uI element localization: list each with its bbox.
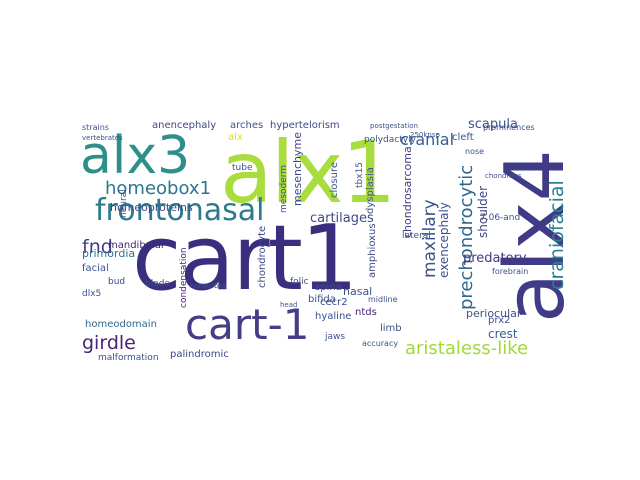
word: alx3 (80, 126, 191, 186)
word: cleft (452, 132, 474, 143)
word: jaws (325, 332, 346, 342)
word: aristaless-like (405, 338, 529, 359)
word: lateral (402, 231, 431, 241)
word: palindromic (170, 349, 229, 360)
word: spina (315, 282, 342, 293)
word: hyaline (315, 311, 352, 322)
word: shoulder (476, 185, 490, 238)
word: chondrocyte (257, 225, 268, 288)
word: cart-1 (185, 300, 310, 349)
word: malformation (98, 353, 159, 363)
word: condensation (179, 247, 189, 308)
word: amphioxus (367, 223, 378, 278)
word: arches (230, 120, 264, 131)
word: craniofacial (546, 180, 565, 290)
word: homeobox1 (105, 178, 212, 199)
word: cart1 (132, 206, 358, 311)
word: scapula (468, 118, 518, 132)
word: nasal (343, 285, 373, 298)
word: 7.06-and (480, 213, 521, 223)
word: tbx15 (355, 161, 365, 188)
word: crest (488, 327, 518, 341)
word: strains (82, 123, 109, 132)
word: mesoderm (279, 164, 289, 213)
word: hypertelorism (270, 120, 340, 131)
word: dlx5 (82, 289, 102, 299)
word: neural (119, 189, 129, 218)
word: nose (465, 147, 485, 156)
word: facial (82, 263, 109, 274)
word: girdle (82, 332, 136, 354)
word: alx (228, 132, 243, 143)
word: predatory (463, 251, 527, 266)
word: head (280, 301, 298, 309)
word: bifida (308, 294, 336, 305)
word: frontonasal (95, 193, 265, 228)
word: dysplasia (365, 167, 376, 214)
word: periocular (466, 307, 522, 320)
word-cloud: cart1 alx1 alx4 alx3 cart-1 frontonasal … (80, 118, 565, 362)
word: forebrain (492, 267, 529, 276)
word: polydactyly (364, 135, 416, 145)
word: mandibular (108, 240, 166, 251)
word: tube (232, 163, 253, 173)
word: fnd (82, 236, 113, 258)
word: 250knsp (410, 131, 440, 139)
word: homeobox (190, 282, 227, 290)
word: homeoproteins (110, 201, 193, 214)
word: postgestation (370, 122, 418, 130)
word: primordia (82, 247, 136, 260)
word: chondrosarcoma (401, 146, 414, 238)
word: alx1 (220, 123, 396, 223)
word: prx2 (488, 315, 511, 326)
word: blade (145, 279, 170, 289)
word: accuracy (362, 339, 399, 348)
word: cecr2 (320, 297, 348, 308)
word: vertebrates (82, 134, 123, 142)
word: midline (368, 295, 398, 304)
word: mesenchyme (291, 132, 304, 206)
word: closure (329, 162, 340, 198)
word: homeodomain (85, 319, 157, 330)
word: chondrons (485, 172, 522, 180)
word: folic (290, 277, 309, 287)
word: prominences (483, 123, 535, 132)
word: cartilages (310, 211, 374, 226)
word: ntds (355, 307, 377, 318)
word: prechondrocytic (456, 164, 477, 310)
word: anencephaly (152, 120, 217, 131)
word: cranial (400, 130, 455, 149)
word: bud (108, 277, 126, 287)
word: limb (380, 323, 402, 334)
word: exencephaly (437, 202, 451, 278)
